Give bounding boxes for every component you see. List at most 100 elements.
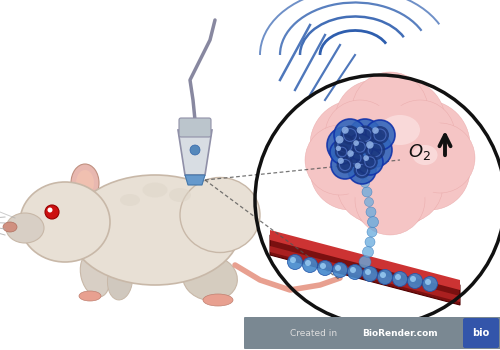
Circle shape xyxy=(305,260,311,266)
Circle shape xyxy=(378,270,392,285)
Ellipse shape xyxy=(71,164,99,202)
Ellipse shape xyxy=(345,139,375,161)
Circle shape xyxy=(366,207,376,217)
Circle shape xyxy=(410,276,416,282)
Circle shape xyxy=(368,217,378,228)
Polygon shape xyxy=(270,246,460,302)
Circle shape xyxy=(357,149,383,175)
Circle shape xyxy=(334,119,366,151)
Circle shape xyxy=(336,136,344,144)
Circle shape xyxy=(358,169,368,179)
Circle shape xyxy=(380,100,470,190)
Circle shape xyxy=(337,147,413,223)
Circle shape xyxy=(340,125,359,145)
Circle shape xyxy=(354,163,361,169)
Circle shape xyxy=(349,119,381,151)
Ellipse shape xyxy=(70,175,240,285)
Circle shape xyxy=(354,162,370,178)
Circle shape xyxy=(48,208,52,212)
Circle shape xyxy=(332,262,347,278)
Circle shape xyxy=(317,117,393,193)
Circle shape xyxy=(290,257,296,263)
FancyBboxPatch shape xyxy=(463,318,499,348)
Circle shape xyxy=(342,127,348,134)
Circle shape xyxy=(392,272,407,287)
Circle shape xyxy=(356,125,374,145)
Circle shape xyxy=(325,100,395,170)
Circle shape xyxy=(356,127,364,134)
Circle shape xyxy=(367,147,443,223)
Circle shape xyxy=(371,126,389,144)
Circle shape xyxy=(380,272,386,278)
Circle shape xyxy=(348,265,362,280)
Ellipse shape xyxy=(180,177,260,252)
Circle shape xyxy=(362,246,374,258)
Circle shape xyxy=(288,254,302,270)
Circle shape xyxy=(364,197,374,206)
Circle shape xyxy=(336,156,353,173)
Circle shape xyxy=(353,140,359,146)
Polygon shape xyxy=(185,175,205,185)
Circle shape xyxy=(366,141,374,149)
Circle shape xyxy=(305,125,375,195)
Circle shape xyxy=(310,130,390,210)
Ellipse shape xyxy=(3,222,17,232)
Circle shape xyxy=(408,273,422,288)
Circle shape xyxy=(363,155,369,161)
Circle shape xyxy=(365,80,445,160)
Circle shape xyxy=(362,187,372,197)
Text: Created in: Created in xyxy=(290,329,340,337)
Ellipse shape xyxy=(412,145,438,165)
Polygon shape xyxy=(270,235,460,305)
Circle shape xyxy=(365,237,375,247)
Circle shape xyxy=(334,134,356,156)
Ellipse shape xyxy=(169,188,191,202)
Circle shape xyxy=(302,258,318,273)
Circle shape xyxy=(318,260,332,275)
Circle shape xyxy=(355,165,425,235)
Ellipse shape xyxy=(325,105,455,205)
Circle shape xyxy=(395,274,401,280)
Circle shape xyxy=(362,117,458,213)
Circle shape xyxy=(338,158,344,164)
Circle shape xyxy=(367,227,377,237)
Text: bio: bio xyxy=(472,328,490,338)
Circle shape xyxy=(405,123,475,193)
Ellipse shape xyxy=(108,260,132,300)
Text: BioRender.com: BioRender.com xyxy=(362,329,438,337)
Circle shape xyxy=(360,178,370,188)
Circle shape xyxy=(365,120,395,150)
Circle shape xyxy=(350,267,356,273)
Circle shape xyxy=(359,256,371,268)
FancyBboxPatch shape xyxy=(244,317,500,349)
Circle shape xyxy=(330,140,354,164)
Text: $O_2$: $O_2$ xyxy=(408,142,431,162)
Circle shape xyxy=(372,127,379,134)
Circle shape xyxy=(385,100,455,170)
Ellipse shape xyxy=(80,253,110,297)
Circle shape xyxy=(340,130,440,230)
Circle shape xyxy=(347,150,354,157)
Polygon shape xyxy=(270,230,460,290)
Circle shape xyxy=(352,139,368,155)
Polygon shape xyxy=(178,130,212,175)
Circle shape xyxy=(358,133,392,167)
Ellipse shape xyxy=(120,194,140,206)
Circle shape xyxy=(425,279,431,285)
Circle shape xyxy=(327,127,363,163)
Circle shape xyxy=(335,85,445,195)
Circle shape xyxy=(331,151,359,179)
Circle shape xyxy=(422,276,438,292)
Circle shape xyxy=(335,265,341,271)
Circle shape xyxy=(365,269,371,275)
Circle shape xyxy=(348,156,376,184)
Circle shape xyxy=(362,266,378,281)
Circle shape xyxy=(362,154,378,170)
Circle shape xyxy=(347,134,373,160)
Ellipse shape xyxy=(142,182,168,197)
Circle shape xyxy=(335,80,415,160)
Ellipse shape xyxy=(380,115,420,145)
FancyBboxPatch shape xyxy=(179,118,211,137)
Circle shape xyxy=(322,117,418,213)
Circle shape xyxy=(387,117,463,193)
